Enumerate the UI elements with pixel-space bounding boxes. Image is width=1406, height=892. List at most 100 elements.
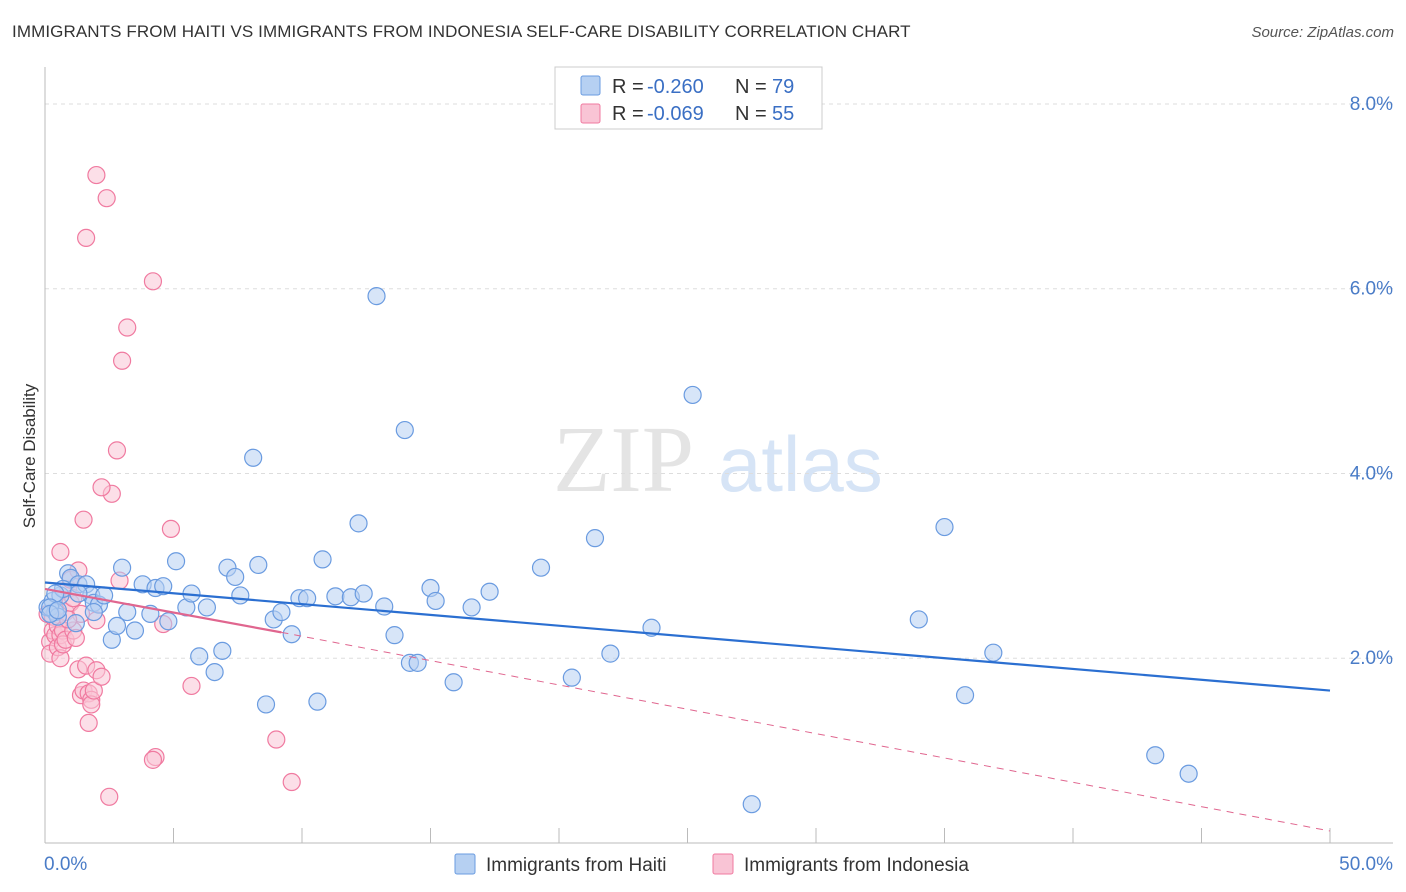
indonesia-point	[74, 510, 93, 529]
indonesia-trend-line	[44, 587, 282, 634]
haiti-point	[531, 558, 551, 577]
y-tick-labels: 2.0% 4.0% 6.0% 8.0%	[1350, 94, 1393, 669]
haiti-point	[462, 598, 481, 617]
bottom-legend-indonesia: Immigrants from Indonesia	[744, 855, 969, 876]
haiti-trend-line	[44, 581, 1331, 692]
haiti-point	[272, 602, 291, 622]
y-tick-label: 8.0%	[1350, 94, 1393, 115]
haiti-point	[395, 420, 414, 440]
indonesia-point	[92, 478, 111, 497]
indonesia-point	[107, 441, 127, 460]
haiti-point	[935, 517, 954, 537]
indonesia-point	[79, 713, 98, 733]
indonesia-trend-extension	[281, 631, 1331, 832]
legend-swatch-indonesia	[580, 103, 601, 124]
indonesia-point	[118, 318, 137, 337]
haiti-point	[244, 448, 263, 467]
watermark-atlas: atlas	[718, 420, 883, 508]
haiti-point	[66, 614, 85, 633]
indonesia-point	[77, 228, 96, 248]
indonesia-point	[267, 730, 286, 749]
haiti-point	[349, 514, 368, 533]
indonesia-point	[112, 351, 132, 370]
legend-haiti-n-label: N =	[735, 76, 767, 98]
bottom-legend-swatch-indonesia	[712, 853, 734, 875]
y-tick-label: 6.0%	[1350, 279, 1393, 300]
x-tick-label-min: 0.0%	[44, 854, 87, 875]
indonesia-point	[92, 667, 111, 686]
indonesia-point	[282, 772, 301, 792]
haiti-point	[190, 647, 209, 666]
indonesia-point	[182, 676, 201, 696]
haiti-point	[683, 385, 702, 405]
haiti-point	[249, 555, 268, 575]
haiti-point	[444, 673, 463, 692]
source-credit: Source: ZipAtlas.com	[1251, 24, 1394, 41]
legend-haiti-r-label: R =	[612, 76, 644, 98]
haiti-point	[585, 529, 605, 548]
haiti-point	[480, 582, 499, 601]
haiti-point	[84, 602, 103, 622]
haiti-point	[426, 591, 445, 611]
haiti-point	[154, 577, 173, 596]
haiti-point	[282, 625, 301, 644]
haiti-point	[1146, 746, 1165, 765]
indonesia-point	[100, 787, 119, 806]
haiti-point	[298, 589, 317, 608]
haiti-point	[213, 641, 232, 660]
haiti-point	[984, 643, 1003, 662]
haiti-point	[226, 567, 245, 587]
legend: R = -0.260 N = 79 R = -0.069 N = 55	[554, 66, 823, 130]
bottom-legend: Immigrants from Haiti Immigrants from In…	[454, 853, 969, 876]
haiti-point	[197, 598, 217, 617]
haiti-point	[408, 653, 427, 672]
haiti-point	[1179, 764, 1198, 783]
haiti-point	[601, 644, 620, 663]
indonesia-point	[87, 165, 106, 185]
legend-indonesia-r-value: -0.069	[647, 103, 704, 125]
y-tick-label: 4.0%	[1350, 463, 1393, 484]
gridlines	[45, 103, 1393, 659]
haiti-point	[955, 686, 975, 705]
y-axis-label: Self-Care Disability	[20, 383, 39, 528]
haiti-point	[112, 558, 132, 577]
haiti-point	[159, 612, 178, 631]
watermark-zip: ZIP	[553, 408, 694, 512]
legend-indonesia-n-label: N =	[735, 103, 767, 125]
haiti-point	[166, 552, 186, 571]
haiti-point	[642, 618, 661, 637]
legend-swatch-haiti	[580, 75, 601, 96]
haiti-point	[354, 584, 373, 603]
trend-lines	[44, 581, 1331, 832]
legend-indonesia-n-value: 55	[772, 103, 794, 125]
haiti-point	[256, 695, 276, 714]
watermark: ZIP atlas	[553, 408, 883, 512]
haiti-point	[367, 287, 386, 306]
haiti-point	[231, 586, 250, 605]
haiti-point	[125, 621, 145, 640]
indonesia-point	[161, 519, 181, 539]
bottom-legend-swatch-haiti	[454, 853, 476, 875]
indonesia-point	[84, 681, 103, 700]
legend-indonesia-r-label: R =	[612, 103, 644, 125]
legend-haiti-n-value: 79	[772, 76, 794, 98]
series-haiti-points	[38, 287, 1198, 814]
legend-haiti-r-value: -0.260	[647, 76, 704, 98]
haiti-point	[107, 616, 127, 636]
chart-title: IMMIGRANTS FROM HAITI VS IMMIGRANTS FROM…	[12, 22, 911, 41]
indonesia-point	[143, 750, 163, 769]
x-tick-label-max: 50.0%	[1339, 854, 1393, 875]
indonesia-point	[97, 189, 116, 208]
haiti-point	[562, 668, 581, 687]
x-axis-ticks	[173, 828, 1331, 843]
haiti-point	[48, 601, 67, 620]
haiti-point	[205, 662, 224, 682]
haiti-point	[909, 610, 928, 629]
indonesia-point	[143, 272, 163, 291]
haiti-point	[326, 587, 345, 606]
haiti-point	[308, 692, 327, 711]
haiti-point	[742, 795, 761, 814]
indonesia-point	[51, 542, 70, 562]
haiti-point	[385, 626, 404, 645]
